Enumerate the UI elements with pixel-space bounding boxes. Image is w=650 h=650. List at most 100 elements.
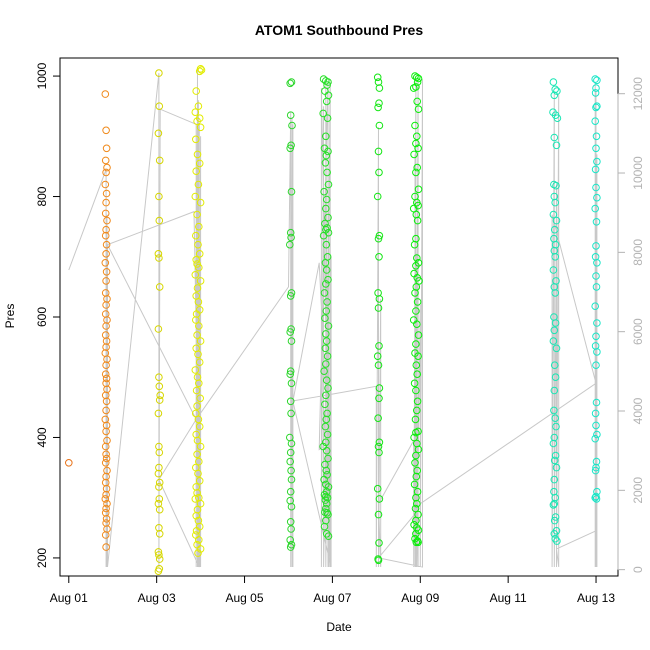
data-point <box>413 163 422 172</box>
data-point <box>549 337 558 345</box>
data-point <box>155 102 164 110</box>
data-point <box>552 141 561 150</box>
data-point <box>321 259 330 267</box>
data-point <box>195 250 204 258</box>
data-point <box>286 536 295 544</box>
data-point <box>375 99 383 107</box>
data-point <box>414 105 423 113</box>
data-point <box>102 427 110 436</box>
data-point <box>155 396 164 404</box>
data-point <box>375 84 384 92</box>
data-point <box>553 537 561 545</box>
data-point <box>196 499 205 508</box>
data-point <box>591 165 600 174</box>
data-point <box>324 213 332 222</box>
data-point <box>101 331 110 339</box>
data-point <box>288 121 296 130</box>
data-point <box>286 487 295 496</box>
data-point <box>321 422 330 431</box>
data-point <box>592 398 601 407</box>
data-point <box>193 260 201 268</box>
data-point <box>194 180 203 189</box>
data-point <box>102 454 111 463</box>
data-point <box>286 397 295 406</box>
data-point <box>374 78 383 86</box>
data-point <box>155 442 163 451</box>
data-point <box>374 414 382 423</box>
data-point <box>322 530 331 538</box>
data-point <box>287 379 296 388</box>
data-point <box>194 240 202 249</box>
data-point <box>287 409 295 418</box>
data-point <box>412 307 420 315</box>
data-point <box>413 406 421 415</box>
y-axis-left: 200 400 600 800 1000 <box>35 62 61 568</box>
data-point <box>550 433 559 442</box>
data-point <box>414 352 422 361</box>
data-point <box>103 216 111 225</box>
data-point <box>413 254 421 262</box>
data-point <box>552 181 560 190</box>
data-point <box>195 67 204 76</box>
data-point <box>321 400 329 409</box>
data-point <box>592 463 600 472</box>
data-point <box>412 472 421 481</box>
data-point <box>102 322 110 330</box>
data-point <box>102 490 110 499</box>
data-point <box>411 415 420 424</box>
data-point <box>102 515 111 523</box>
data-point <box>155 283 164 291</box>
data-point <box>411 121 419 130</box>
data-point <box>592 332 600 341</box>
data-point <box>102 277 110 285</box>
data-point <box>552 463 561 472</box>
data-point <box>287 525 295 533</box>
x-tick-label: Aug 09 <box>401 591 439 605</box>
data-points <box>65 65 601 576</box>
data-point <box>410 150 418 159</box>
data-point <box>374 361 383 370</box>
data-point <box>410 240 419 249</box>
data-point <box>412 493 420 502</box>
data-point <box>102 361 110 370</box>
data-point <box>155 555 164 563</box>
data-point <box>103 355 111 364</box>
data-point <box>550 386 559 395</box>
data-point <box>321 87 329 95</box>
data-point <box>155 463 163 472</box>
data-point <box>552 422 560 431</box>
y2-tick-label: 0 <box>631 566 645 573</box>
data-point <box>320 522 329 531</box>
data-point <box>321 344 330 353</box>
x-axis: Aug 01 Aug 03 Aug 05 Aug 07 Aug 09 Aug 11 Aug … <box>50 575 615 605</box>
data-point <box>193 150 202 159</box>
data-point <box>155 448 164 457</box>
data-point <box>374 442 383 451</box>
data-point <box>593 102 601 110</box>
data-point <box>287 141 295 150</box>
data-point <box>192 231 200 240</box>
data-point <box>412 451 420 460</box>
data-point <box>286 367 295 376</box>
data-point <box>322 391 330 400</box>
data-point <box>155 530 164 538</box>
data-point <box>322 438 330 447</box>
data-point <box>414 185 423 194</box>
data-point <box>286 240 294 249</box>
data-point <box>103 316 111 324</box>
data-point <box>551 252 560 261</box>
data-point <box>155 156 164 165</box>
data-point <box>194 415 203 424</box>
data-point <box>593 157 601 166</box>
data-point <box>411 459 419 467</box>
data-point <box>550 225 559 234</box>
data-point <box>192 527 201 535</box>
data-point <box>410 433 418 442</box>
data-point <box>196 198 205 207</box>
data-point <box>375 252 383 261</box>
x-tick-label: Aug 07 <box>313 591 351 605</box>
data-point <box>322 240 331 249</box>
data-point <box>155 216 164 225</box>
data-point <box>413 78 422 86</box>
data-point <box>323 493 332 502</box>
